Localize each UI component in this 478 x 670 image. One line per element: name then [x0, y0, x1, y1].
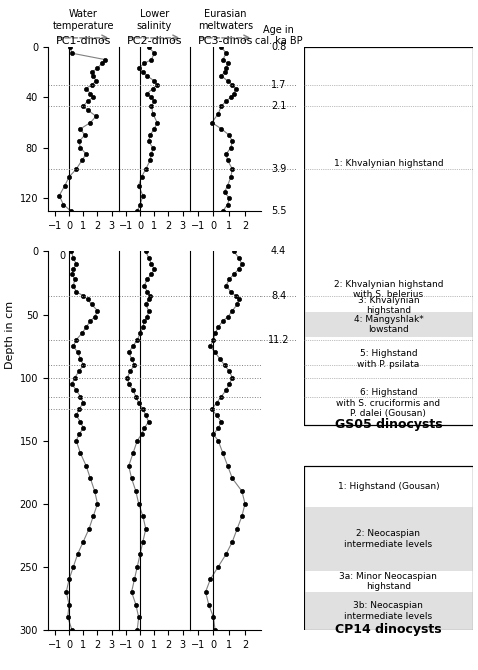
Title: PC3-dinos: PC3-dinos [197, 36, 253, 46]
Text: Depth in cm: Depth in cm [5, 301, 14, 369]
Text: 2.1: 2.1 [271, 101, 286, 111]
Title: Age in
cal. ka BP: Age in cal. ka BP [255, 25, 303, 46]
Text: 4: Mangyshlak*
lowstand: 4: Mangyshlak* lowstand [354, 315, 423, 334]
Text: 0: 0 [59, 251, 65, 261]
Text: CP14 dinocysts: CP14 dinocysts [335, 622, 442, 636]
Text: 5: Highstand
with P. psilata: 5: Highstand with P. psilata [357, 349, 420, 368]
Text: Water
temperature: Water temperature [53, 9, 114, 31]
Bar [304, 312, 473, 337]
Text: 1: Highstand (Gousan): 1: Highstand (Gousan) [337, 482, 439, 491]
Text: 11.2: 11.2 [268, 335, 289, 345]
Text: Lower
salinity: Lower salinity [137, 9, 172, 31]
Text: Eurasian
meltwaters: Eurasian meltwaters [198, 9, 253, 31]
Text: 4.4: 4.4 [271, 247, 286, 257]
Text: 1.7: 1.7 [271, 80, 286, 90]
Text: 1: Khvalynian highstand: 1: Khvalynian highstand [334, 159, 443, 168]
Text: 6: Highstand
with S. cruciformis and
P. dalei (Gousan): 6: Highstand with S. cruciformis and P. … [337, 388, 440, 418]
Text: 0.8: 0.8 [271, 42, 286, 52]
Text: 3b: Neocaspian
intermediate levels: 3b: Neocaspian intermediate levels [344, 601, 433, 620]
Text: 2: Khvalynian highstand
with S. belerius: 2: Khvalynian highstand with S. belerius [334, 280, 443, 299]
Text: 3.9: 3.9 [271, 164, 286, 174]
Text: 3: Khvalynian
highstand: 3: Khvalynian highstand [358, 295, 419, 315]
Text: 5.5: 5.5 [271, 206, 286, 216]
Bar [304, 592, 473, 630]
Text: 3a: Minor Neocaspian
highstand: 3a: Minor Neocaspian highstand [339, 572, 437, 591]
Title: PC1-dinos: PC1-dinos [55, 36, 111, 46]
Text: 2: Neocaspian
intermediate levels: 2: Neocaspian intermediate levels [344, 529, 433, 549]
Bar [304, 507, 473, 571]
Text: 8.4: 8.4 [271, 291, 286, 301]
Title: PC2-dinos: PC2-dinos [127, 36, 182, 46]
Text: GS05 dinocysts: GS05 dinocysts [335, 418, 442, 431]
